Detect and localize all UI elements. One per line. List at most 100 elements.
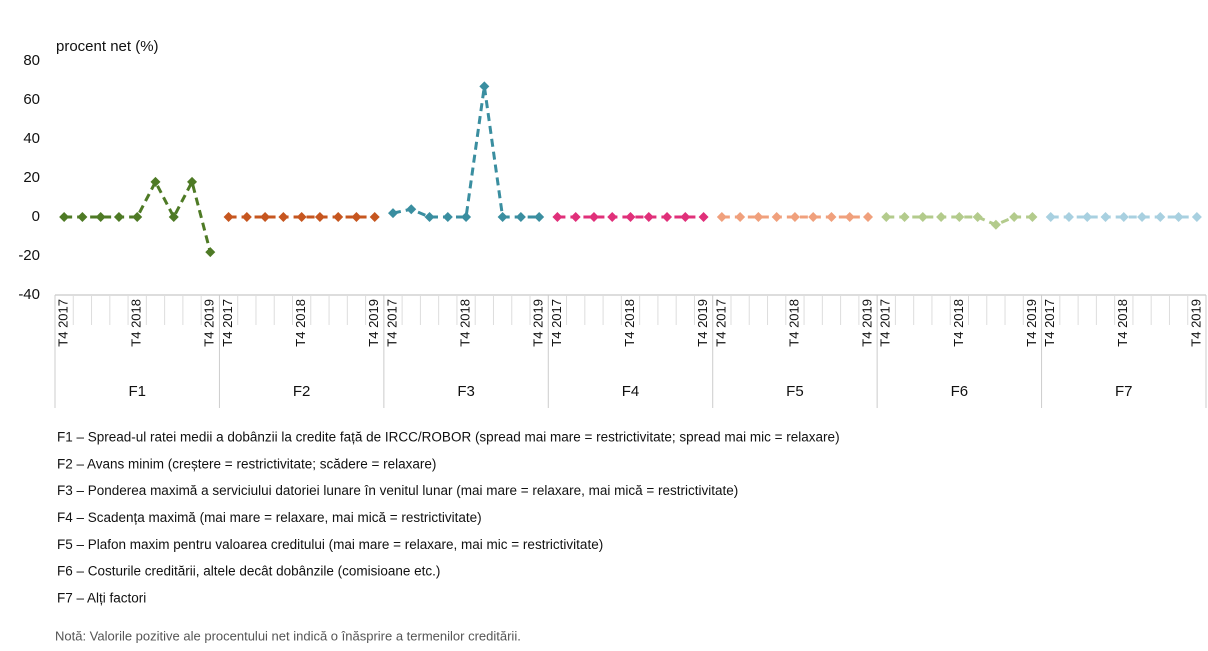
marker: [406, 204, 417, 215]
marker: [1100, 212, 1111, 222]
y-tick-label: 0: [32, 208, 40, 225]
marker: [972, 212, 983, 222]
marker: [497, 212, 508, 222]
marker: [132, 212, 143, 222]
marker: [1082, 212, 1093, 222]
x-tick-label: T4 2017: [713, 299, 728, 347]
marker: [442, 212, 453, 222]
x-tick-label: T4 2018: [951, 299, 966, 347]
marker: [534, 212, 545, 222]
marker: [716, 212, 727, 222]
marker: [1137, 212, 1148, 222]
marker: [77, 212, 88, 222]
group-label: F4: [622, 383, 640, 400]
marker: [881, 212, 892, 222]
x-tick-label: T4 2018: [786, 299, 801, 347]
series-line: [392, 86, 540, 219]
marker: [863, 212, 874, 222]
marker: [278, 212, 289, 222]
x-tick-label: T4 2019: [1024, 299, 1039, 347]
marker: [680, 212, 691, 222]
group-label: F2: [293, 383, 311, 400]
marker: [899, 212, 910, 222]
x-tick-label: T4 2018: [293, 299, 308, 347]
marker: [205, 247, 216, 258]
marker: [753, 212, 764, 222]
x-tick-label: T4 2017: [384, 299, 399, 347]
marker: [954, 212, 965, 222]
x-tick-label: T4 2017: [56, 299, 71, 347]
marker: [844, 212, 855, 222]
group-label: F5: [786, 383, 804, 400]
marker: [936, 212, 947, 222]
marker: [826, 212, 837, 222]
marker: [369, 212, 380, 222]
marker: [1155, 212, 1166, 222]
legend-entry: F5 – Plafon maxim pentru valoarea credit…: [57, 537, 603, 552]
marker: [698, 212, 709, 222]
marker: [789, 212, 800, 222]
marker: [424, 212, 435, 222]
y-tick-label: -20: [18, 247, 40, 264]
y-tick-label: -40: [18, 286, 40, 303]
marker: [260, 212, 271, 222]
legend-entry: F7 – Alți factori: [57, 590, 146, 605]
legend-entry: F3 – Ponderea maximă a serviciului dator…: [57, 483, 738, 498]
marker: [1118, 212, 1129, 222]
marker: [479, 81, 490, 92]
y-tick-label: 80: [23, 52, 40, 69]
marker: [662, 212, 673, 222]
group-label: F3: [457, 383, 475, 400]
x-tick-label: T4 2017: [878, 299, 893, 347]
marker: [187, 176, 198, 187]
marker: [643, 212, 654, 222]
marker: [223, 212, 234, 222]
marker: [607, 212, 618, 222]
marker: [95, 212, 106, 222]
marker: [168, 212, 179, 222]
marker: [1063, 212, 1074, 222]
y-tick-label: 40: [23, 130, 40, 147]
x-tick-label: T4 2019: [366, 299, 381, 347]
marker: [1173, 212, 1184, 222]
marker: [1191, 212, 1202, 222]
x-tick-label: T4 2018: [622, 299, 637, 347]
series-line: [886, 215, 1033, 227]
marker: [990, 219, 1001, 230]
x-tick-label: T4 2017: [1042, 299, 1057, 347]
x-tick-label: T4 2019: [859, 299, 874, 347]
group-label: F1: [128, 383, 146, 400]
marker: [808, 212, 819, 222]
x-tick-label: T4 2018: [1115, 299, 1130, 347]
y-axis-label: procent net (%): [56, 38, 159, 55]
marker: [241, 212, 252, 222]
legend-entry: F2 – Avans minim (creștere = restrictivi…: [57, 456, 436, 471]
marker: [296, 212, 307, 222]
marker: [461, 212, 472, 222]
marker: [771, 212, 782, 222]
marker: [625, 212, 636, 222]
marker: [113, 212, 124, 222]
y-tick-label: 20: [23, 169, 40, 186]
marker: [1027, 212, 1038, 222]
marker: [333, 212, 344, 222]
marker: [351, 212, 362, 222]
marker: [552, 212, 563, 222]
x-tick-label: T4 2017: [220, 299, 235, 347]
marker: [570, 212, 581, 222]
y-tick-label: 60: [23, 91, 40, 108]
group-label: F6: [951, 383, 969, 400]
marker: [917, 212, 928, 222]
legend-entry: F1 – Spread-ul ratei medii a dobânzii la…: [57, 430, 840, 445]
note: Notă: Valorile pozitive ale procentului …: [55, 628, 521, 643]
marker: [59, 212, 70, 222]
marker: [387, 208, 398, 219]
marker: [588, 212, 599, 222]
legend-entry: F4 – Scadența maximă (mai mare = relaxar…: [57, 510, 482, 525]
marker: [150, 176, 161, 187]
x-tick-label: T4 2019: [695, 299, 710, 347]
marker: [515, 212, 526, 222]
x-tick-label: T4 2019: [1188, 299, 1203, 347]
x-tick-label: T4 2017: [549, 299, 564, 347]
